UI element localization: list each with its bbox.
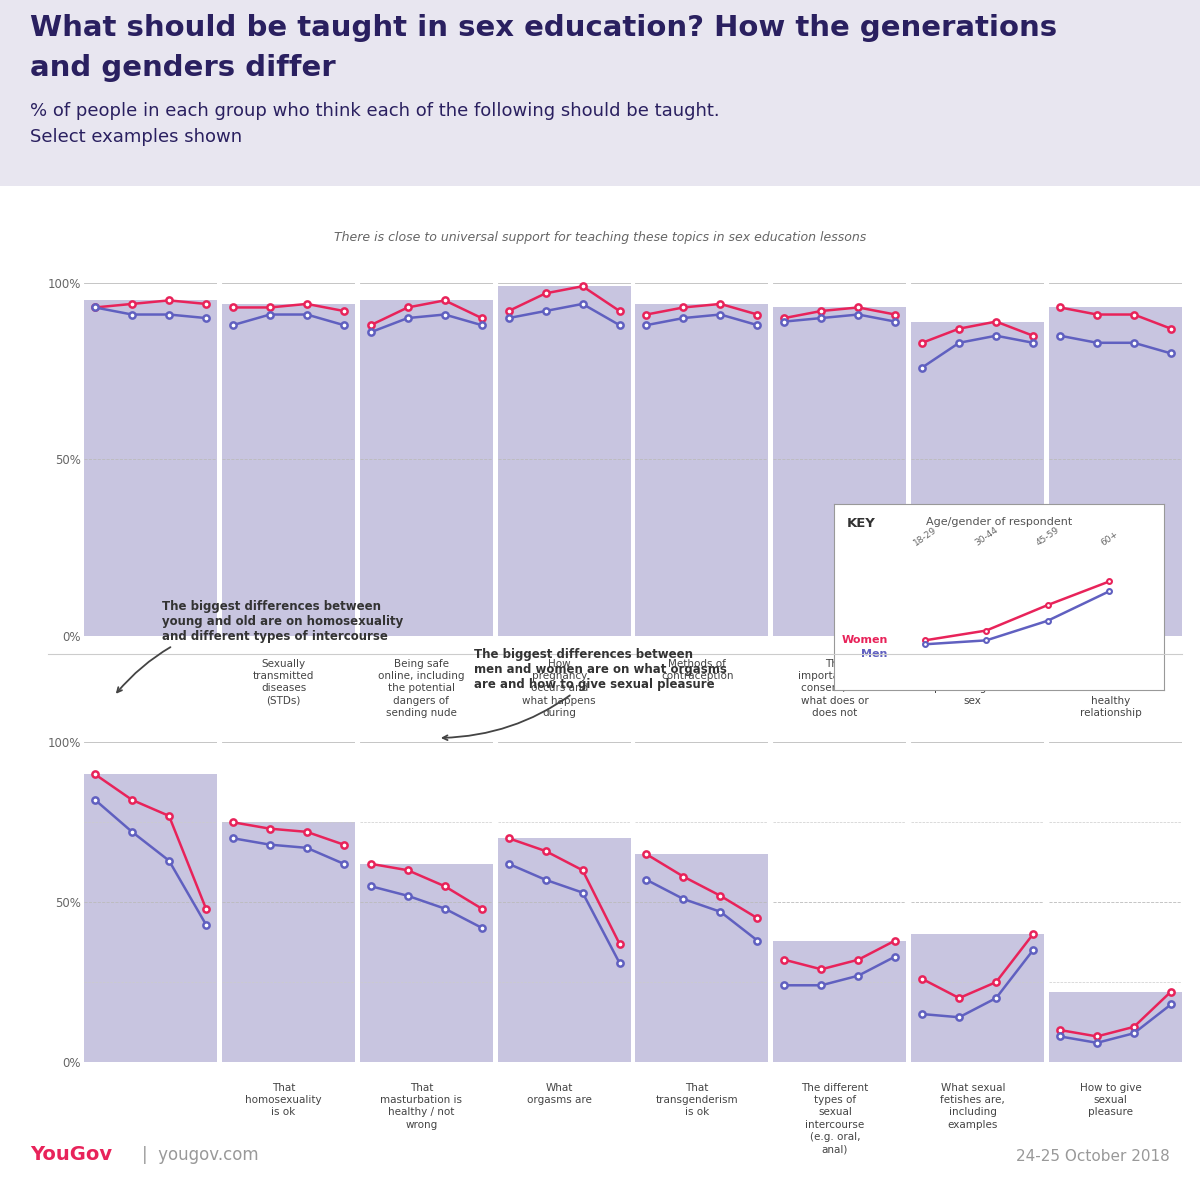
- Text: The biggest differences between
young and old are on homosexuality
and different: The biggest differences between young an…: [118, 600, 403, 692]
- Text: 18-29: 18-29: [912, 526, 938, 548]
- Text: The
importance of
practicing safe
sex: The importance of practicing safe sex: [934, 659, 1012, 706]
- Bar: [343, 864, 509, 1062]
- Bar: [205, 304, 372, 636]
- Text: How to give
sexual
pleasure: How to give sexual pleasure: [1080, 1082, 1141, 1117]
- Text: and genders differ: and genders differ: [30, 54, 336, 82]
- Text: Being safe
online, including
the potential
dangers of
sending nude
photos and th: Being safe online, including the potenti…: [378, 659, 466, 756]
- Text: What sexual
fetishes are,
including
examples: What sexual fetishes are, including exam…: [941, 1082, 1006, 1129]
- Text: That
homosexuality
is ok: That homosexuality is ok: [245, 1082, 322, 1117]
- Bar: [67, 774, 234, 1062]
- Text: That
transgenderism
is ok: That transgenderism is ok: [656, 1082, 738, 1117]
- Bar: [481, 839, 647, 1062]
- Text: The
importance of
consent, and
what does or
does not
constitute
consent: The importance of consent, and what does…: [798, 659, 871, 743]
- Text: There is close to universal support for teaching these topics in sex education l: There is close to universal support for …: [334, 230, 866, 244]
- Text: 60+: 60+: [1099, 530, 1120, 548]
- Text: YouGov: YouGov: [30, 1145, 112, 1164]
- Text: That
masturbation is
healthy / not
wrong: That masturbation is healthy / not wrong: [380, 1082, 462, 1129]
- Text: |  yougov.com: | yougov.com: [142, 1146, 258, 1164]
- Text: KEY: KEY: [847, 517, 876, 530]
- Bar: [343, 300, 509, 636]
- Bar: [757, 941, 923, 1062]
- Bar: [1032, 991, 1199, 1062]
- Text: Sexually
transmitted
diseases
(STDs): Sexually transmitted diseases (STDs): [253, 659, 314, 706]
- Bar: [205, 822, 372, 1062]
- Text: Men: Men: [862, 649, 888, 659]
- Bar: [894, 322, 1061, 636]
- Text: % of people in each group who think each of the following should be taught.: % of people in each group who think each…: [30, 102, 720, 120]
- Bar: [619, 854, 785, 1062]
- Text: 24-25 October 2018: 24-25 October 2018: [1016, 1150, 1170, 1164]
- Text: What
orgasms are: What orgasms are: [527, 1082, 592, 1105]
- Text: Methods of
contraception: Methods of contraception: [661, 659, 733, 682]
- Text: How to build
and have a
safe and
healthy
relationship: How to build and have a safe and healthy…: [1078, 659, 1144, 719]
- Text: Select examples shown: Select examples shown: [30, 128, 242, 146]
- Text: Women: Women: [841, 635, 888, 646]
- Text: The biggest differences between
men and women are on what orgasms
are and how to: The biggest differences between men and …: [443, 648, 727, 740]
- Bar: [619, 304, 785, 636]
- Bar: [894, 934, 1061, 1062]
- Text: The different
types of
sexual
intercourse
(e.g. oral,
anal): The different types of sexual intercours…: [802, 1082, 869, 1154]
- Bar: [67, 300, 234, 636]
- Text: Age/gender of respondent: Age/gender of respondent: [926, 517, 1072, 527]
- Text: What should be taught in sex education? How the generations: What should be taught in sex education? …: [30, 14, 1057, 42]
- Bar: [1032, 307, 1199, 636]
- Text: 30-44: 30-44: [973, 526, 1000, 548]
- Text: 45-59: 45-59: [1034, 526, 1061, 548]
- Bar: [757, 307, 923, 636]
- Text: How
pregnancy
occurs and
what happens
during
pregnancy /
birth: How pregnancy occurs and what happens du…: [522, 659, 596, 743]
